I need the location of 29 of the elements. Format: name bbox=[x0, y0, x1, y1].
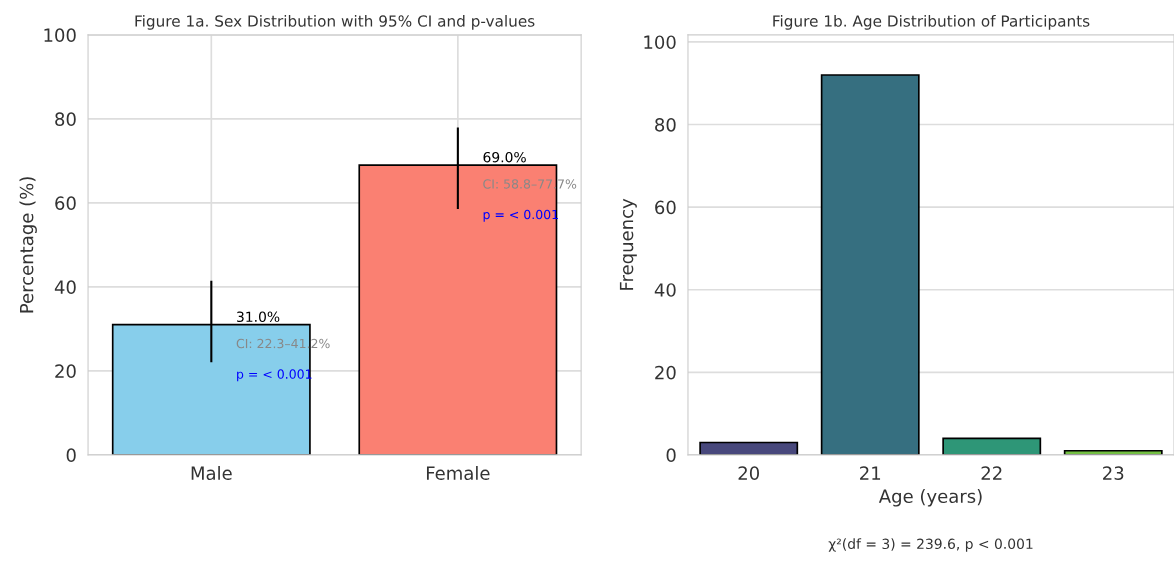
y-tick-label: 0 bbox=[666, 448, 676, 463]
y-tick-label: 80 bbox=[655, 117, 676, 132]
y-tick-label: 60 bbox=[55, 196, 76, 211]
y-tick-label: 40 bbox=[54, 280, 76, 295]
y-axis-title: Frequency bbox=[619, 198, 637, 290]
x-axis-title: Age (years) bbox=[878, 489, 982, 507]
y-tick-label: 40 bbox=[654, 283, 676, 297]
x-tick-label: 23 bbox=[1103, 466, 1124, 480]
y-tick-label: 20 bbox=[655, 365, 676, 380]
y-tick-label: 100 bbox=[44, 28, 76, 43]
chart-title: Figure 1b. Age Distribution of Participants bbox=[773, 14, 1090, 30]
x-tick-label: Male bbox=[191, 466, 232, 480]
bar bbox=[699, 441, 799, 455]
bar bbox=[820, 74, 920, 455]
y-tick-label: 0 bbox=[66, 448, 76, 463]
y-axis-title: Percentage (%) bbox=[19, 177, 37, 313]
bar bbox=[942, 437, 1042, 455]
text: χ²(df = 3) = 239.6, p < 0.001 bbox=[828, 538, 1033, 552]
y-tick-label: 100 bbox=[644, 35, 676, 50]
x-tick-label: 22 bbox=[981, 466, 1002, 480]
data-label: 31.0% bbox=[237, 311, 280, 323]
chart-title: Figure 1a. Sex Distribution with 95% CI and p-values bbox=[135, 14, 535, 30]
x-tick-label: Female bbox=[426, 466, 490, 480]
x-tick-label: 20 bbox=[738, 466, 760, 480]
y-tick-label: 60 bbox=[655, 200, 676, 215]
y-tick-label: 20 bbox=[55, 364, 76, 379]
data-label: 69.0% bbox=[483, 151, 526, 163]
x-tick-label: 21 bbox=[860, 466, 881, 480]
y-tick-label: 80 bbox=[55, 112, 76, 127]
